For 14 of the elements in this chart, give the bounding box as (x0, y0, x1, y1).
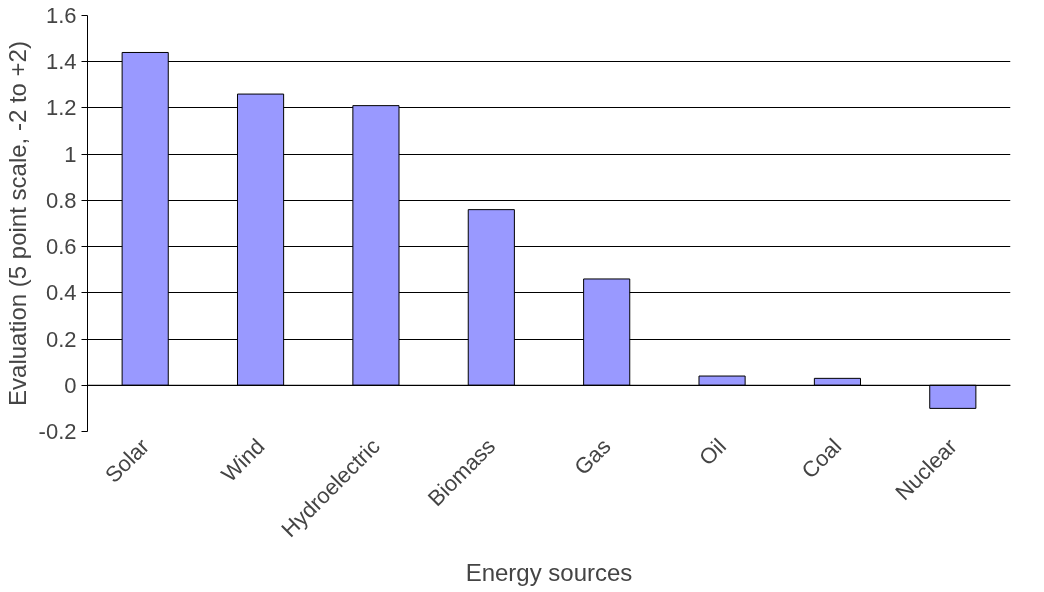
y-tick-label: 0.8 (45, 187, 77, 213)
y-tick-label: 1.4 (45, 49, 77, 75)
y-axis-title: Evaluation (5 point scale, -2 to +2) (3, 41, 31, 406)
y-tick-label: 1 (64, 141, 77, 167)
y-tick-label: 0.6 (45, 234, 77, 260)
x-axis-title: Energy sources (465, 558, 633, 586)
y-tick-label: -0.2 (38, 419, 77, 444)
y-tick-label: 1.6 (45, 3, 77, 28)
y-tick-label: 0.4 (45, 280, 77, 306)
y-tick-label: 1.2 (45, 95, 77, 121)
y-tick-label: 0.2 (45, 326, 77, 352)
x-tick-label: Oil (694, 433, 731, 471)
x-tick-label: Gas (569, 433, 616, 480)
y-tick-label: 0 (64, 372, 77, 398)
